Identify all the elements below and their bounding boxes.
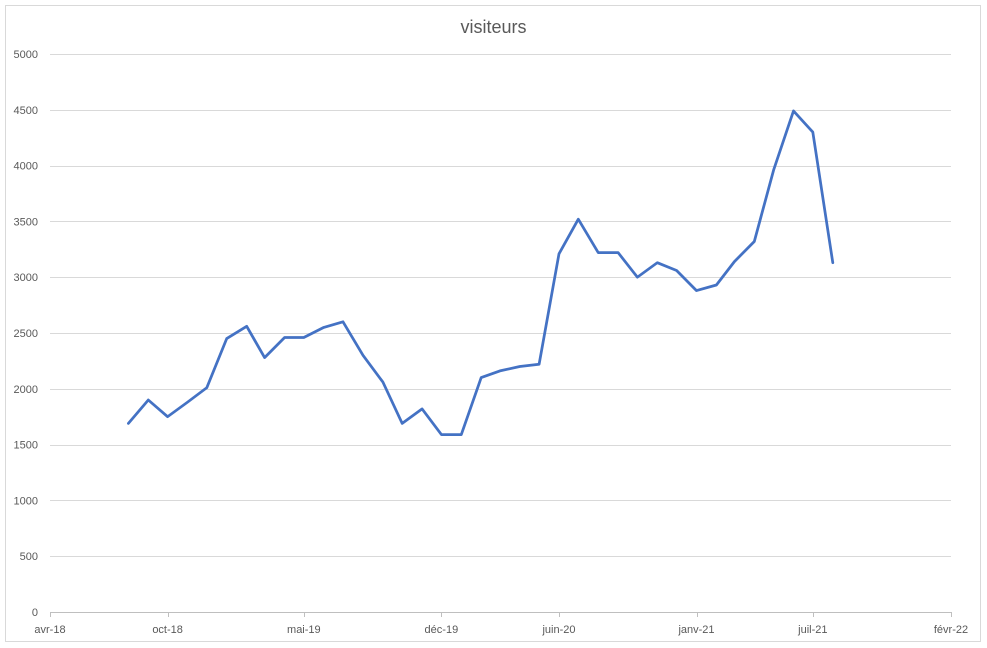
axes [50, 612, 952, 617]
x-tick-label: avr-18 [34, 624, 65, 636]
x-tick-label: mai-19 [287, 624, 321, 636]
y-tick-label: 0 [32, 607, 38, 619]
tick-labels: 0 500 1000 1500 2000 2500 3000 3500 4000 4500 5000… [14, 49, 969, 636]
x-tick-label: oct-18 [152, 624, 183, 636]
x-tick-label: juin-20 [541, 624, 575, 636]
series-layer [127, 109, 835, 436]
chart-title: visiteurs [460, 17, 527, 37]
series-line [127, 109, 835, 436]
y-tick-label: 1000 [14, 495, 38, 507]
y-tick-label: 4500 [14, 105, 38, 117]
y-tick-label: 2000 [14, 384, 38, 396]
y-tick-label: 1500 [14, 440, 38, 452]
x-tick-label: janv-21 [677, 624, 714, 636]
x-tick-label: déc-19 [425, 624, 459, 636]
gridlines [50, 54, 951, 557]
y-tick-label: 3500 [14, 216, 38, 228]
chart-frame [5, 5, 981, 642]
y-tick-label: 500 [20, 551, 38, 563]
y-tick-label: 5000 [14, 49, 38, 61]
y-tick-label: 4000 [14, 161, 38, 173]
x-tick-label: févr-22 [934, 624, 968, 636]
y-tick-label: 3000 [14, 272, 38, 284]
y-tick-label: 2500 [14, 328, 38, 340]
x-tick-label: juil-21 [797, 624, 827, 636]
